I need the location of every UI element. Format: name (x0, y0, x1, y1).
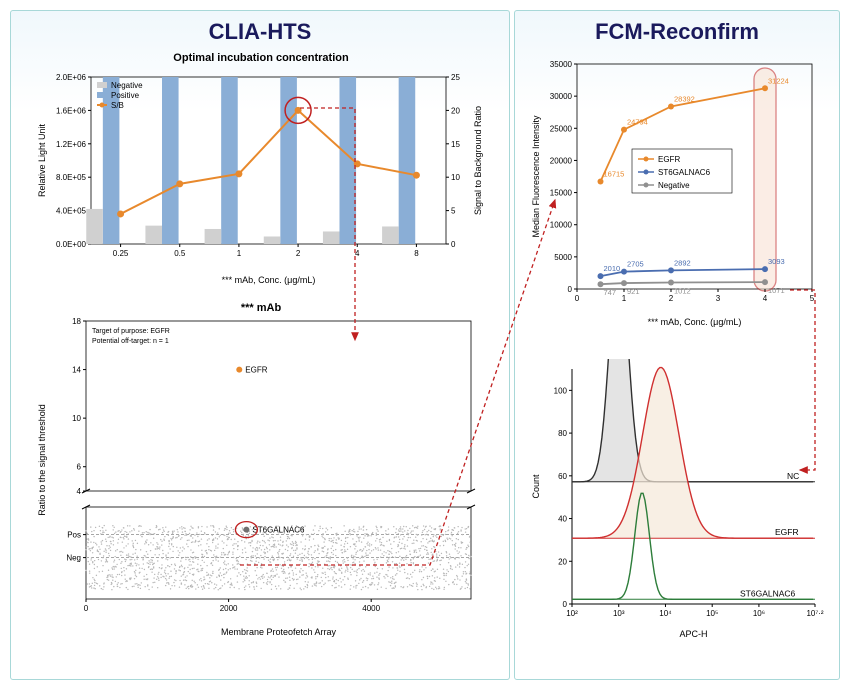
svg-text:0.25: 0.25 (113, 249, 129, 258)
svg-text:15: 15 (451, 140, 460, 149)
svg-text:Positive: Positive (111, 91, 140, 100)
svg-text:0: 0 (84, 604, 89, 613)
svg-text:APC-H: APC-H (679, 629, 707, 639)
svg-text:10: 10 (451, 173, 460, 182)
svg-text:EGFR: EGFR (775, 527, 799, 537)
chart-optimal-incubation: Optimal incubation concentration 0.0E+00 4… (31, 49, 491, 289)
svg-text:2.0E+06: 2.0E+06 (56, 73, 87, 82)
svg-text:10⁵: 10⁵ (706, 609, 718, 618)
svg-text:ST6GALNAC6: ST6GALNAC6 (252, 526, 305, 535)
svg-text:10⁶: 10⁶ (753, 609, 765, 618)
svg-text:Neg: Neg (66, 554, 81, 563)
svg-text:14: 14 (72, 366, 81, 375)
svg-text:0.0E+00: 0.0E+00 (56, 240, 87, 249)
svg-text:25: 25 (451, 73, 460, 82)
svg-text:8.0E+05: 8.0E+05 (56, 173, 87, 182)
svg-text:31224: 31224 (768, 76, 789, 85)
svg-text:EGFR: EGFR (245, 366, 267, 375)
svg-text:Potential off-target: n = 1: Potential off-target: n = 1 (92, 338, 169, 345)
svg-text:Negative: Negative (111, 81, 143, 90)
svg-text:10⁴: 10⁴ (659, 609, 672, 618)
svg-text:1071: 1071 (768, 286, 785, 295)
svg-text:60: 60 (558, 472, 567, 481)
svg-text:1: 1 (237, 249, 242, 258)
svg-text:Ratio to the signal threshold: Ratio to the signal threshold (37, 404, 47, 516)
svg-text:5000: 5000 (554, 253, 572, 262)
svg-text:25000: 25000 (550, 124, 573, 133)
svg-text:5: 5 (810, 294, 815, 303)
svg-text:20: 20 (451, 106, 460, 115)
svg-text:6: 6 (77, 463, 82, 472)
svg-text:10⁷·²: 10⁷·² (806, 609, 823, 618)
svg-text:0: 0 (451, 240, 456, 249)
svg-text:100: 100 (554, 386, 568, 395)
svg-text:Median Fluorescence Intensity: Median Fluorescence Intensity (531, 115, 541, 238)
chart-mfi: 0500010000150002000025000300003500001234… (527, 49, 827, 329)
svg-text:3093: 3093 (768, 257, 785, 266)
svg-text:Signal to Background Ratio: Signal to Background Ratio (473, 106, 483, 215)
svg-text:8: 8 (414, 249, 419, 258)
svg-text:10000: 10000 (550, 221, 573, 230)
svg-text:921: 921 (627, 287, 640, 296)
svg-text:30000: 30000 (550, 92, 573, 101)
svg-text:2705: 2705 (627, 260, 644, 269)
svg-text:Pos: Pos (67, 531, 81, 540)
chart-proteofetch-array: *** mAb 4 6 10 14 18 Pos Neg 0 2000 4000 Membrane P… (31, 299, 491, 639)
svg-text:4.0E+05: 4.0E+05 (56, 207, 87, 216)
svg-text:ST6GALNAC6: ST6GALNAC6 (740, 588, 796, 598)
svg-text:10³: 10³ (613, 609, 625, 618)
svg-text:10²: 10² (566, 609, 578, 618)
svg-text:*** mAb: *** mAb (241, 302, 282, 314)
svg-text:2892: 2892 (674, 258, 691, 267)
svg-text:*** mAb, Conc. (μg/mL): *** mAb, Conc. (μg/mL) (222, 275, 316, 285)
svg-text:S/B: S/B (111, 101, 124, 110)
svg-text:2000: 2000 (220, 604, 238, 613)
svg-text:1.6E+06: 1.6E+06 (56, 106, 87, 115)
fcm-reconfirm-panel: FCM-Reconfirm 05000100001500020000250003… (514, 10, 840, 680)
svg-text:0: 0 (575, 294, 580, 303)
svg-text:2: 2 (296, 249, 301, 258)
chart-histogram: 0 20 40 60 80 100 10² 10³ 10⁴ 10⁵ 10⁶ 10⁷·² APC-H Cou… (527, 359, 827, 639)
svg-text:Optimal incubation concentrati: Optimal incubation concentration (173, 52, 349, 64)
svg-text:1012: 1012 (674, 286, 691, 295)
fcm-reconfirm-title: FCM-Reconfirm (515, 19, 839, 45)
svg-text:0: 0 (568, 285, 573, 294)
svg-text:NC: NC (787, 471, 799, 481)
svg-text:EGFR: EGFR (658, 155, 680, 164)
svg-text:40: 40 (558, 515, 567, 524)
svg-text:Relative Light Unit: Relative Light Unit (37, 123, 47, 197)
svg-text:4: 4 (355, 249, 360, 258)
svg-text:15000: 15000 (550, 189, 573, 198)
clia-hts-title: CLIA-HTS (11, 19, 509, 45)
svg-text:1.2E+06: 1.2E+06 (56, 140, 87, 149)
svg-text:18: 18 (72, 317, 81, 326)
svg-text:3: 3 (716, 294, 721, 303)
svg-text:4: 4 (763, 294, 768, 303)
svg-text:Count: Count (531, 474, 541, 499)
svg-text:0.5: 0.5 (174, 249, 186, 258)
svg-text:20: 20 (558, 557, 567, 566)
clia-hts-panel: CLIA-HTS Optimal incubation concentratio… (10, 10, 510, 680)
svg-text:Negative: Negative (658, 181, 690, 190)
svg-text:35000: 35000 (550, 60, 573, 69)
svg-text:16715: 16715 (604, 170, 625, 179)
svg-text:80: 80 (558, 429, 567, 438)
svg-text:Target of purpose: EGFR: Target of purpose: EGFR (92, 328, 170, 335)
svg-text:20000: 20000 (550, 156, 573, 165)
svg-text:10: 10 (72, 414, 81, 423)
svg-text:2010: 2010 (604, 264, 621, 273)
svg-text:ST6GALNAC6: ST6GALNAC6 (658, 168, 711, 177)
svg-text:*** mAb, Conc. (μg/mL): *** mAb, Conc. (μg/mL) (648, 317, 742, 327)
svg-text:0: 0 (563, 600, 568, 609)
svg-text:747: 747 (604, 288, 617, 297)
svg-text:Membrane Proteofetch Array: Membrane Proteofetch Array (221, 627, 337, 637)
svg-text:5: 5 (451, 207, 456, 216)
svg-text:4: 4 (77, 487, 82, 496)
svg-text:28392: 28392 (674, 94, 695, 103)
svg-text:24794: 24794 (627, 118, 648, 127)
svg-text:4000: 4000 (362, 604, 380, 613)
